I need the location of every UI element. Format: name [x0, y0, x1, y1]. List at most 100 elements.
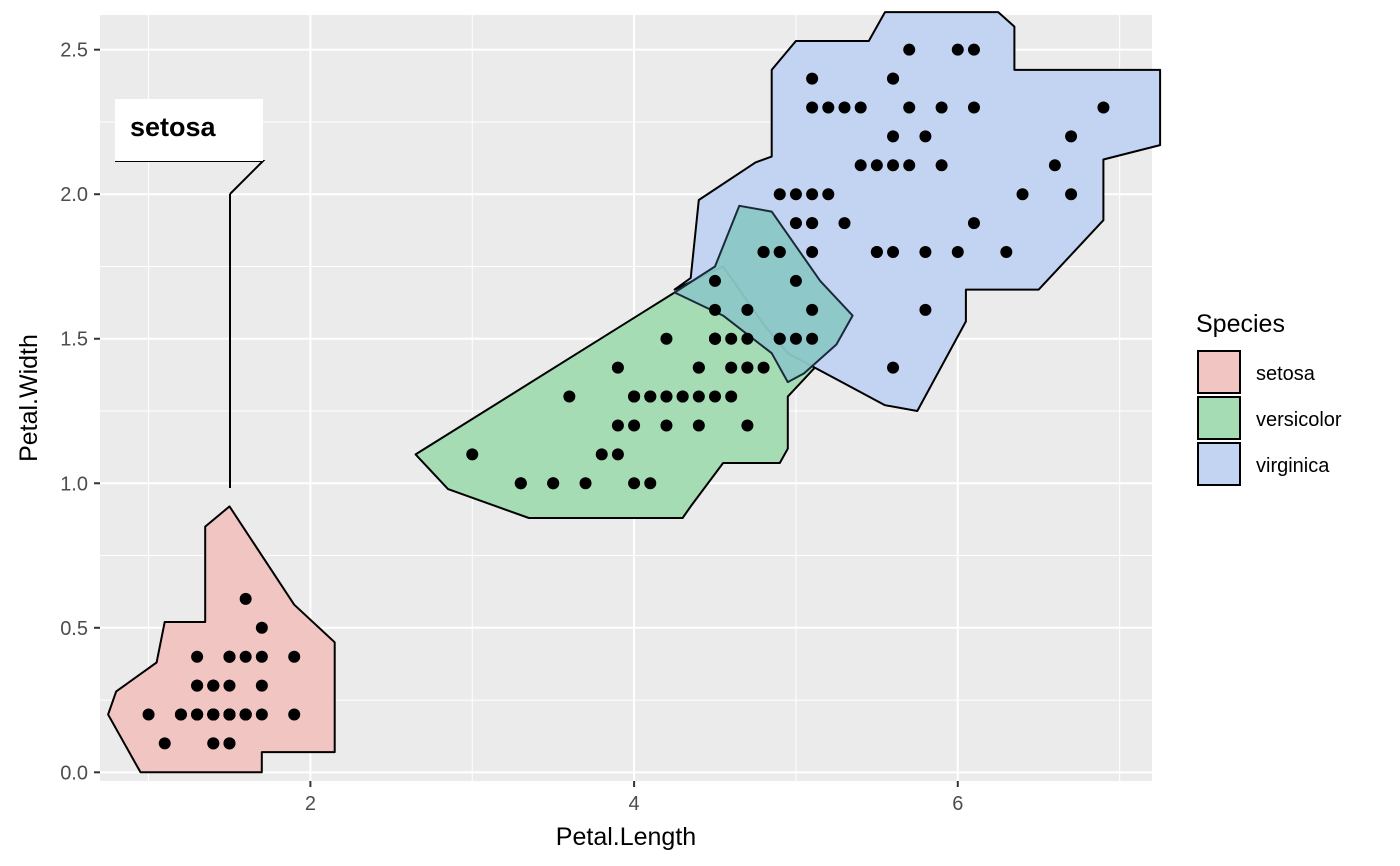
point-versicolor: [741, 419, 754, 432]
legend-label-setosa: setosa: [1256, 363, 1316, 385]
point-versicolor: [611, 448, 624, 461]
point-virginica: [806, 332, 819, 345]
point-setosa: [191, 650, 204, 663]
point-virginica: [903, 101, 916, 114]
point-virginica: [870, 159, 883, 172]
point-setosa: [142, 708, 155, 721]
point-virginica: [919, 303, 932, 316]
point-versicolor: [628, 419, 641, 432]
point-virginica: [1048, 159, 1061, 172]
point-layer: [142, 43, 1110, 750]
point-versicolor: [806, 303, 819, 316]
point-versicolor: [692, 390, 705, 403]
point-virginica: [967, 43, 980, 56]
point-virginica: [1016, 188, 1029, 201]
y-axis-title: Petal.Width: [15, 334, 43, 462]
x-tick-label: 4: [629, 793, 640, 815]
point-virginica: [789, 217, 802, 230]
point-versicolor: [676, 390, 689, 403]
point-setosa: [288, 708, 301, 721]
annotation-setosa: setosa: [115, 99, 266, 488]
point-virginica: [967, 217, 980, 230]
point-virginica: [838, 101, 851, 114]
x-tick-label: 6: [952, 793, 963, 815]
point-virginica: [887, 361, 900, 374]
point-setosa: [223, 679, 236, 692]
point-versicolor: [741, 332, 754, 345]
point-virginica: [854, 159, 867, 172]
point-virginica: [757, 246, 770, 259]
point-setosa: [158, 737, 171, 750]
point-virginica: [887, 159, 900, 172]
legend: Species setosa versicolor virginica: [1196, 310, 1342, 486]
point-virginica: [951, 43, 964, 56]
point-virginica: [919, 246, 932, 259]
legend-key-virginica: [1197, 442, 1241, 486]
point-virginica: [709, 274, 722, 287]
point-virginica: [806, 217, 819, 230]
point-virginica: [789, 332, 802, 345]
y-tick-label: 0.5: [60, 618, 88, 640]
point-setosa: [239, 708, 252, 721]
legend-title: Species: [1196, 310, 1285, 338]
point-virginica: [935, 101, 948, 114]
point-setosa: [223, 650, 236, 663]
legend-label-virginica: virginica: [1256, 455, 1330, 477]
point-versicolor: [579, 477, 592, 490]
y-tick-label: 1.0: [60, 473, 88, 495]
point-virginica: [806, 101, 819, 114]
point-virginica: [1000, 246, 1013, 259]
point-setosa: [223, 708, 236, 721]
point-virginica: [870, 246, 883, 259]
point-virginica: [838, 217, 851, 230]
point-virginica: [773, 188, 786, 201]
point-setosa: [207, 737, 220, 750]
point-setosa: [239, 592, 252, 605]
point-setosa: [255, 708, 268, 721]
point-setosa: [255, 650, 268, 663]
point-versicolor: [660, 332, 673, 345]
point-versicolor: [741, 303, 754, 316]
point-setosa: [223, 737, 236, 750]
annotation-label: setosa: [130, 112, 217, 142]
point-versicolor: [466, 448, 479, 461]
point-versicolor: [692, 419, 705, 432]
hull-setosa: [107, 505, 336, 774]
point-virginica: [1065, 130, 1078, 143]
legend-key-setosa: [1197, 350, 1241, 394]
point-versicolor: [692, 361, 705, 374]
point-versicolor: [547, 477, 560, 490]
point-setosa: [191, 679, 204, 692]
point-setosa: [191, 708, 204, 721]
point-setosa: [207, 708, 220, 721]
point-virginica: [789, 188, 802, 201]
hull-layer: [107, 11, 1162, 774]
point-virginica: [887, 72, 900, 85]
x-axis: 2 4 6: [305, 781, 963, 815]
x-tick-label: 2: [305, 793, 316, 815]
point-virginica: [773, 246, 786, 259]
point-versicolor: [741, 361, 754, 374]
point-versicolor: [725, 361, 738, 374]
point-setosa: [255, 621, 268, 634]
y-tick-label: 2.5: [60, 40, 88, 62]
point-virginica: [1065, 188, 1078, 201]
point-versicolor: [628, 390, 641, 403]
annotation-label-box: [115, 99, 263, 161]
point-setosa: [255, 679, 268, 692]
point-virginica: [887, 246, 900, 259]
point-setosa: [288, 650, 301, 663]
point-virginica: [967, 101, 980, 114]
point-setosa: [174, 708, 187, 721]
point-virginica: [822, 101, 835, 114]
point-virginica: [822, 188, 835, 201]
point-versicolor: [725, 390, 738, 403]
point-versicolor: [709, 390, 722, 403]
x-axis-title: Petal.Length: [556, 823, 696, 851]
point-versicolor: [611, 361, 624, 374]
point-virginica: [806, 72, 819, 85]
point-virginica: [903, 43, 916, 56]
point-versicolor: [514, 477, 527, 490]
point-virginica: [951, 246, 964, 259]
